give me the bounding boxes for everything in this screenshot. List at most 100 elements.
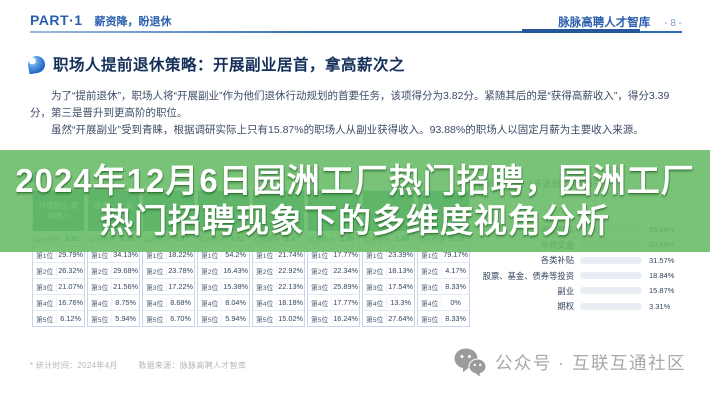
- rank-label: 第3位: [363, 281, 388, 292]
- rank-label: 第5位: [253, 313, 278, 324]
- table-row: 第5位 8.33%: [418, 310, 469, 326]
- rank-value: 23.78%: [168, 266, 193, 275]
- rank-label: 第5位: [418, 313, 443, 324]
- rank-value: 25.89%: [333, 282, 358, 291]
- table-row: 第4位 17.77%: [308, 294, 359, 310]
- table-column-rows: 第1位 21.74% 第2位 22.92% 第3位 22.13% 第4位 18.18% 第5位 1…: [253, 247, 304, 326]
- table-row: 第4位 18.18%: [253, 294, 304, 310]
- table-row: 第5位 5.94%: [198, 310, 249, 326]
- table-row: 第3位 17.54%: [363, 278, 414, 294]
- bar-value: 15.87%: [649, 286, 675, 296]
- rank-value: 22.34%: [333, 266, 358, 275]
- table-row: 第1位 79.17%: [418, 247, 469, 262]
- rank-label: 第2位: [418, 265, 443, 276]
- wechat-icon: [454, 348, 487, 377]
- rank-value: 16.24%: [333, 314, 358, 323]
- rank-label: 第1位: [143, 249, 168, 260]
- rank-label: 第5位: [308, 313, 333, 324]
- rank-value: 17.77%: [333, 298, 358, 307]
- overlay-title-line2: 热门招聘现象下的多维度视角分析: [100, 202, 610, 239]
- table-row: 第2位 16.43%: [198, 262, 249, 278]
- rank-label: 第2位: [143, 265, 168, 276]
- rank-label: 第3位: [88, 281, 113, 292]
- section-title: 职场人提前退休策略：开展副业居首，拿高薪次之: [53, 57, 406, 74]
- table-row: 第5位 27.64%: [363, 310, 414, 326]
- table-row: 第2位 23.78%: [143, 262, 194, 278]
- rank-label: 第2位: [88, 265, 113, 276]
- rank-label: 第2位: [33, 265, 58, 276]
- rank-label: 第5位: [363, 313, 388, 324]
- wechat-account-label: 公众号 · 互联互通社区: [494, 352, 686, 373]
- bar-value: 31.57%: [649, 255, 675, 265]
- table-row: 第4位 8.04%: [198, 294, 249, 310]
- table-row: 第3位 22.13%: [253, 278, 304, 294]
- table-row: 第3位 21.56%: [88, 278, 139, 294]
- rank-value: 54.2%: [225, 250, 246, 259]
- rank-label: 第3位: [33, 281, 58, 292]
- rank-label: 第2位: [363, 265, 388, 276]
- rank-label: 第5位: [143, 313, 168, 324]
- table-column-rows: 第1位 29.79% 第2位 26.32% 第3位 21.07% 第4位 16.76% 第5位 6…: [33, 247, 84, 326]
- table-row: 第4位 8.68%: [143, 294, 194, 310]
- rank-value: 4.17%: [445, 266, 466, 275]
- table-row: 第3位 8.33%: [418, 278, 469, 294]
- rank-value: 15.38%: [223, 282, 248, 291]
- rank-label: 第1位: [198, 249, 223, 260]
- header-right: 脉脉高聘人才智库 - 8 -: [558, 14, 682, 30]
- rank-label: 第1位: [363, 249, 388, 260]
- rank-value: 18.18%: [278, 298, 303, 307]
- table-row: 第2位 4.17%: [418, 262, 469, 278]
- bar-value: 18.84%: [649, 271, 675, 281]
- rank-value: 8.33%: [445, 314, 466, 323]
- rank-label: 第1位: [308, 249, 333, 260]
- bar-row: 期权 3.31%: [462, 298, 687, 313]
- rank-label: 第2位: [253, 265, 278, 276]
- brand-label: 脉脉高聘人才智库: [558, 17, 651, 29]
- bar-track: [580, 256, 642, 264]
- paragraph-1: 为了“提前退休”，职场人将“开展副业”作为他们退休行动规划的首要任务，该项得分为…: [30, 90, 670, 119]
- table-row: 第1位 18.22%: [143, 247, 194, 262]
- rank-label: 第3位: [143, 281, 168, 292]
- table-column-rows: 第1位 54.2% 第2位 16.43% 第3位 15.38% 第4位 8.04% 第5位 5.9…: [198, 247, 249, 326]
- rank-label: 第1位: [33, 249, 58, 260]
- rank-label: 第4位: [143, 297, 168, 308]
- bar-label: 副业: [557, 285, 574, 296]
- table-row: 第5位 6.70%: [143, 310, 194, 326]
- rank-label: 第4位: [88, 297, 113, 308]
- table-column-rows: 第1位 34.13% 第2位 29.68% 第3位 21.56% 第4位 8.75% 第5位 5.…: [88, 247, 139, 326]
- table-row: 第4位 8.75%: [88, 294, 139, 310]
- rank-label: 第3位: [308, 281, 333, 292]
- bar-row: 副业 15.87%: [462, 283, 687, 298]
- bar-row: 各类补贴 31.57%: [462, 253, 687, 268]
- rank-value: 21.56%: [113, 282, 138, 291]
- part-label: PART·1: [30, 12, 83, 28]
- table-column-rows: 第1位 23.39% 第2位 18.13% 第3位 17.54% 第4位 13.3% 第5位 27…: [363, 247, 414, 326]
- bar-label: 期权: [557, 301, 574, 312]
- rank-label: 第5位: [33, 313, 58, 324]
- data-source-note: 数据来源：脉脉高聘人才智库: [138, 361, 247, 370]
- rank-label: 第2位: [308, 265, 333, 276]
- table-row: 第1位 34.13%: [88, 247, 139, 262]
- rank-label: 第3位: [418, 281, 443, 292]
- rank-label: 第4位: [418, 297, 443, 308]
- table-row: 第1位 17.77%: [308, 247, 359, 262]
- rank-label: 第4位: [363, 297, 388, 308]
- table-row: 第2位 22.92%: [253, 262, 304, 278]
- rank-label: 第4位: [308, 297, 333, 308]
- rank-value: 17.22%: [168, 282, 193, 291]
- rank-label: 第5位: [198, 313, 223, 324]
- header-left: PART·1 薪资降，盼退休: [30, 12, 172, 29]
- table-row: 第1位 54.2%: [198, 247, 249, 262]
- rank-value: 26.32%: [58, 266, 83, 275]
- rank-value: 22.92%: [278, 266, 303, 275]
- table-row: 第1位 21.74%: [253, 247, 304, 262]
- rank-value: 8.68%: [170, 298, 191, 307]
- bar-track: [580, 302, 642, 310]
- bar-track: [580, 287, 642, 295]
- table-row: 第4位 0%: [418, 294, 469, 310]
- rank-value: 21.74%: [278, 250, 303, 259]
- rank-value: 21.07%: [58, 282, 83, 291]
- table-row: 第3位 15.38%: [198, 278, 249, 294]
- rank-value: 79.17%: [443, 250, 468, 259]
- stat-time-note: * 统计时间：2024年4月: [30, 361, 118, 370]
